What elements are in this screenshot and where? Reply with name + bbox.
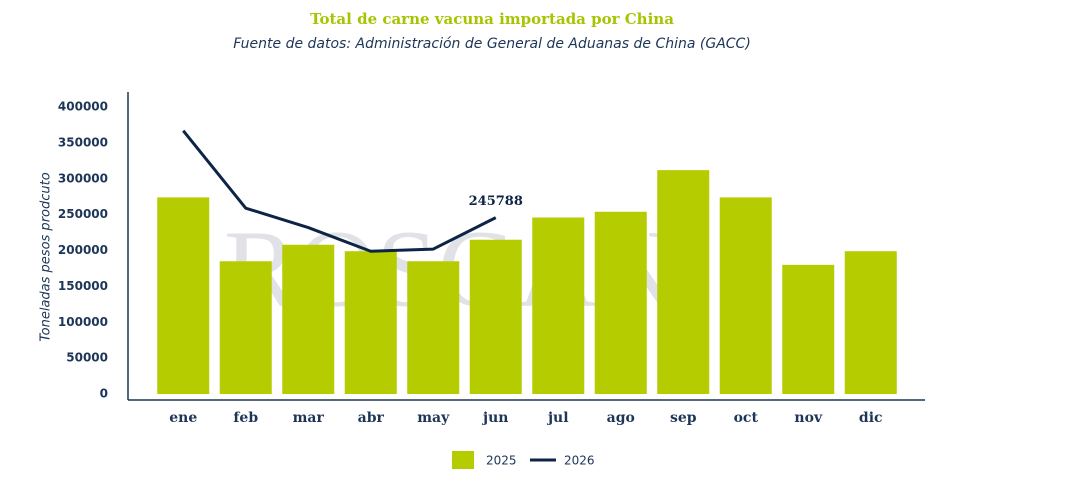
x-tick-label: may <box>417 410 450 426</box>
x-tick-label: abr <box>358 410 385 426</box>
y-tick-label: 300000 <box>58 171 108 185</box>
bar <box>844 251 897 394</box>
legend-swatch <box>452 451 474 469</box>
bar <box>219 261 272 394</box>
x-tick-label: sep <box>670 410 697 426</box>
x-tick-label: mar <box>293 410 325 426</box>
chart-subtitle: Fuente de datos: Administración de Gener… <box>233 36 751 52</box>
x-tick-label: oct <box>734 410 759 426</box>
line <box>182 129 497 253</box>
y-tick-label: 100000 <box>58 315 108 329</box>
y-tick-label: 50000 <box>66 351 108 365</box>
y-tick-label: 150000 <box>58 279 108 293</box>
bar <box>594 211 647 394</box>
y-tick-label: 250000 <box>58 207 108 221</box>
x-tick-label: dic <box>859 410 883 426</box>
y-tick-label: 200000 <box>58 243 108 257</box>
bar <box>657 170 710 394</box>
data-label: 245788 <box>469 194 523 209</box>
y-tick-label: 350000 <box>58 135 108 149</box>
chart-title: Total de carne vacuna importada por Chin… <box>310 10 674 28</box>
x-tick-label: jun <box>481 410 508 426</box>
x-tick-label: jul <box>546 410 569 426</box>
bar <box>469 239 522 394</box>
bar <box>282 244 335 394</box>
legend-label: 2025 <box>486 454 517 468</box>
bar <box>719 197 772 394</box>
bar <box>532 217 585 394</box>
bar <box>407 261 460 394</box>
y-tick-label: 0 <box>100 387 108 401</box>
y-tick-label: 400000 <box>58 100 108 114</box>
bar <box>344 251 397 394</box>
bar <box>782 264 835 394</box>
x-tick-label: ago <box>607 410 635 426</box>
x-tick-label: ene <box>169 410 197 426</box>
y-axis-title: Toneladas pesos prodcuto <box>39 172 54 341</box>
legend-label: 2026 <box>564 454 595 468</box>
x-tick-label: feb <box>233 410 258 426</box>
x-tick-label: nov <box>794 410 823 426</box>
bar <box>157 197 210 394</box>
